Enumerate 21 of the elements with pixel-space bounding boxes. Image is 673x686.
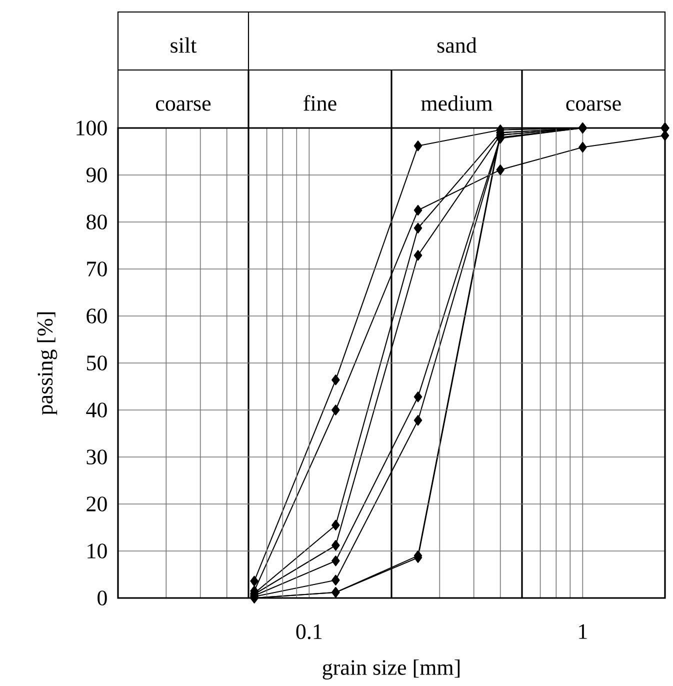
y-tick-label: 60 — [86, 308, 107, 324]
y-tick-label: 80 — [86, 214, 107, 230]
x-tick-label: 1 — [579, 624, 587, 639]
text: coarse — [156, 100, 211, 111]
text: medium — [421, 95, 492, 111]
text: silt — [170, 37, 197, 53]
x-axis-title: grain size [mm] — [322, 659, 460, 680]
y-tick-label: 30 — [86, 450, 107, 464]
y-axis-title: passing [%] — [37, 312, 58, 415]
x-tick-label: 0.1 — [296, 624, 322, 640]
y-tick-label: 70 — [87, 262, 107, 276]
y-tick-label: 90 — [86, 168, 107, 182]
text: sand — [437, 37, 477, 53]
y-tick-label: 50 — [87, 356, 107, 370]
y-tick-label: 0 — [98, 590, 107, 606]
text: fine — [304, 95, 336, 111]
y-tick-label: 100 — [76, 120, 107, 136]
y-tick-label: 10 — [88, 544, 107, 558]
y-tick-label: 40 — [86, 402, 107, 418]
y-tick-label: 20 — [86, 496, 107, 512]
text: coarse — [566, 100, 621, 111]
